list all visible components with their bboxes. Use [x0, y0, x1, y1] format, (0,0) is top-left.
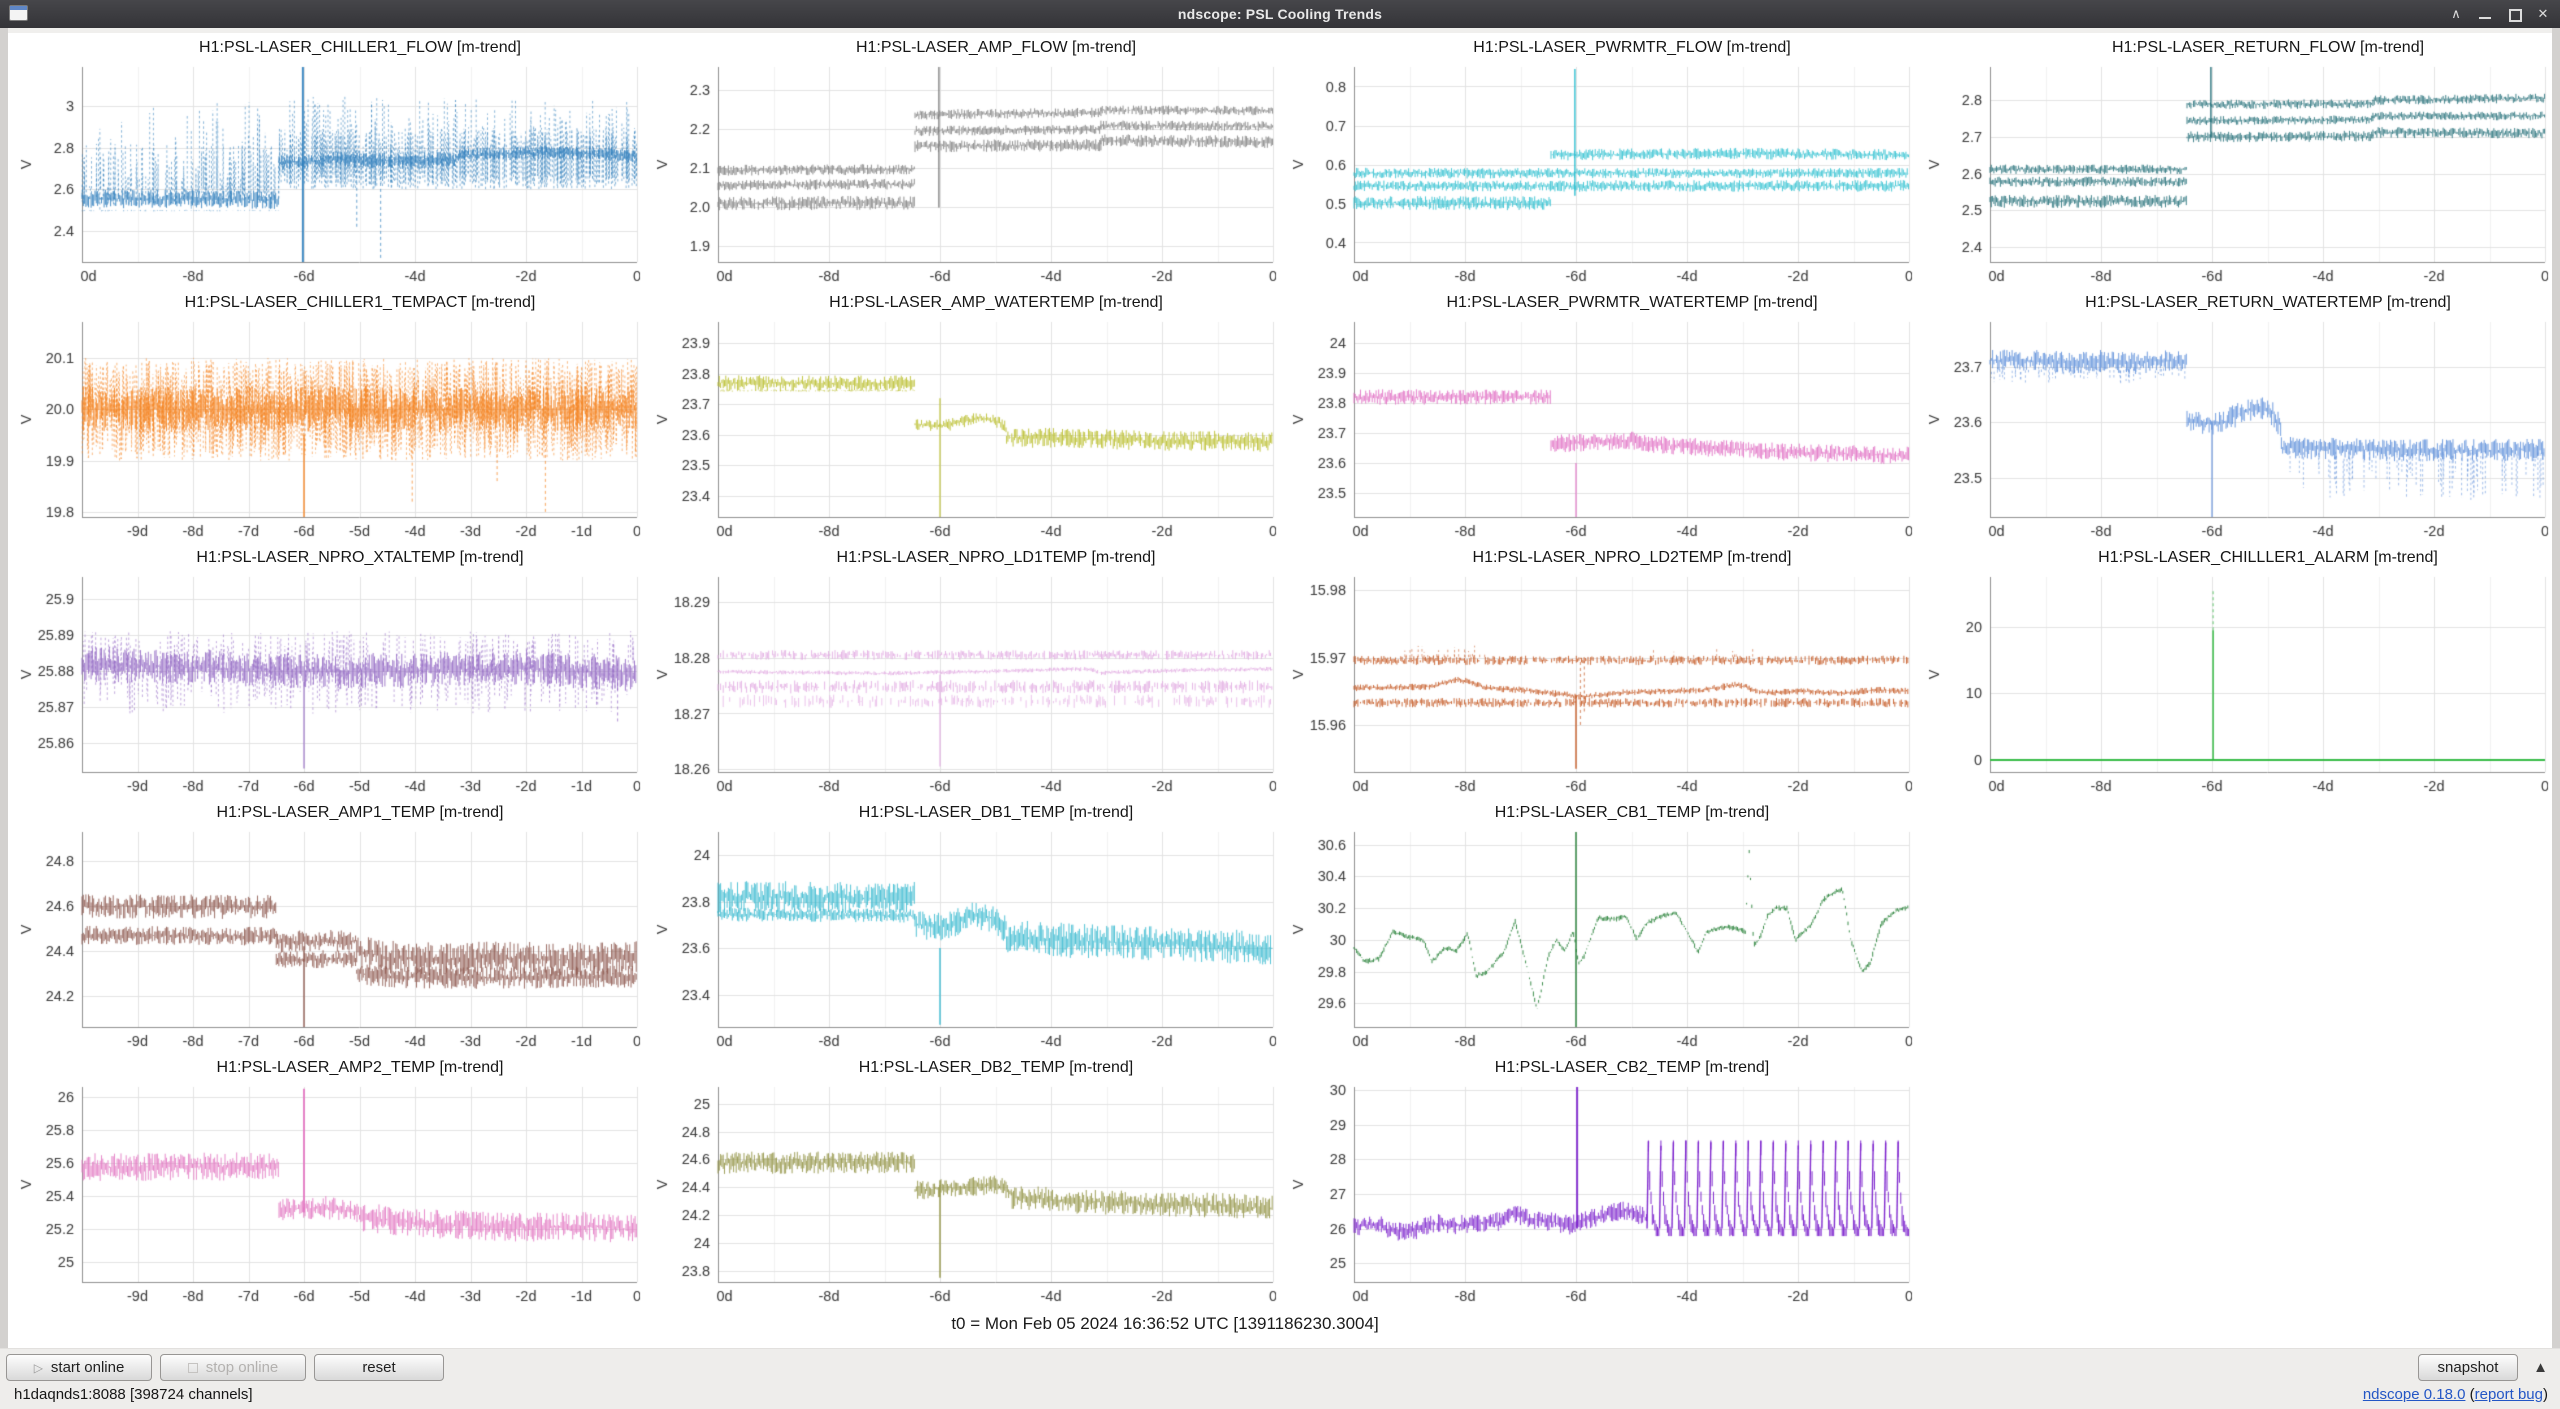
plot-canvas-db2-temp[interactable]	[644, 1053, 1280, 1308]
server-status: h1daqnds1:8088 [398724 channels]	[14, 1386, 253, 1403]
plot-cell-chiller1-alarm: H1:PSL-LASER_CHILLLER1_ALARM [m-trend]	[1916, 543, 2552, 798]
app-icon	[9, 5, 28, 21]
minimize-icon[interactable]	[2476, 5, 2494, 23]
window-right-strip	[2552, 28, 2560, 1348]
plot-canvas-return-watertemp[interactable]	[1916, 288, 2552, 543]
expand-arrow-icon[interactable]: ▲	[2533, 1359, 2548, 1376]
plot-cell-cb2-temp: H1:PSL-LASER_CB2_TEMP [m-trend]	[1280, 1053, 1916, 1308]
plot-title: H1:PSL-LASER_CB2_TEMP [m-trend]	[1494, 1059, 1770, 1076]
close-icon[interactable]: ✕	[2537, 6, 2549, 21]
plot-cell-cb1-temp: H1:PSL-LASER_CB1_TEMP [m-trend]	[1280, 798, 1916, 1053]
plot-canvas-amp2-temp[interactable]	[8, 1053, 644, 1308]
plot-canvas-npro-ld1temp[interactable]	[644, 543, 1280, 798]
plot-canvas-db1-temp[interactable]	[644, 798, 1280, 1053]
plot-canvas-amp-flow[interactable]	[644, 33, 1280, 288]
plot-title: H1:PSL-LASER_NPRO_LD1TEMP [m-trend]	[836, 549, 1156, 566]
plot-title: H1:PSL-LASER_CHILLLER1_ALARM [m-trend]	[2098, 549, 2438, 566]
plot-cell-return-flow: H1:PSL-LASER_RETURN_FLOW [m-trend]	[1916, 33, 2552, 288]
plot-title: H1:PSL-LASER_AMP2_TEMP [m-trend]	[216, 1059, 504, 1076]
version-status: ndscope 0.18.0 (report bug)	[2362, 1386, 2548, 1403]
plot-title: H1:PSL-LASER_NPRO_XTALTEMP [m-trend]	[196, 549, 524, 566]
plot-cell-chiller1-flow: H1:PSL-LASER_CHILLER1_FLOW [m-trend]	[8, 33, 644, 288]
reset-button[interactable]: reset	[314, 1354, 444, 1381]
plot-cell-amp-flow: H1:PSL-LASER_AMP_FLOW [m-trend]	[644, 33, 1280, 288]
snapshot-button[interactable]: snapshot	[2418, 1354, 2518, 1381]
plot-cell-chiller1-tempact: H1:PSL-LASER_CHILLER1_TEMPACT [m-trend]	[8, 288, 644, 543]
plot-title: H1:PSL-LASER_NPRO_LD2TEMP [m-trend]	[1472, 549, 1792, 566]
plot-canvas-pwrmtr-flow[interactable]	[1280, 33, 1916, 288]
plot-title: H1:PSL-LASER_RETURN_WATERTEMP [m-trend]	[2085, 294, 2451, 311]
maximize-icon[interactable]	[2505, 5, 2523, 23]
plot-canvas-cb2-temp[interactable]	[1280, 1053, 1916, 1308]
plot-canvas-pwrmtr-watertemp[interactable]	[1280, 288, 1916, 543]
plot-title: H1:PSL-LASER_PWRMTR_FLOW [m-trend]	[1473, 39, 1791, 56]
plot-cell-amp-watertemp: H1:PSL-LASER_AMP_WATERTEMP [m-trend]	[644, 288, 1280, 543]
plot-canvas-chiller1-alarm[interactable]	[1916, 543, 2552, 798]
plot-canvas-npro-ld2temp[interactable]	[1280, 543, 1916, 798]
plot-title: H1:PSL-LASER_CHILLER1_FLOW [m-trend]	[199, 39, 521, 56]
report-bug-link[interactable]: report bug	[2474, 1386, 2543, 1403]
plot-canvas-return-flow[interactable]	[1916, 33, 2552, 288]
plot-title: H1:PSL-LASER_CB1_TEMP [m-trend]	[1494, 804, 1770, 821]
plot-cell-amp2-temp: H1:PSL-LASER_AMP2_TEMP [m-trend]	[8, 1053, 644, 1308]
plot-cell-db2-temp: H1:PSL-LASER_DB2_TEMP [m-trend]	[644, 1053, 1280, 1308]
plot-canvas-chiller1-flow[interactable]	[8, 33, 644, 288]
version-link[interactable]: ndscope 0.18.0	[2362, 1386, 2466, 1403]
plot-cell-pwrmtr-flow: H1:PSL-LASER_PWRMTR_FLOW [m-trend]	[1280, 33, 1916, 288]
plot-canvas-amp-watertemp[interactable]	[644, 288, 1280, 543]
plot-title: H1:PSL-LASER_CHILLER1_TEMPACT [m-trend]	[184, 294, 536, 311]
plot-cell-npro-xtaltemp: H1:PSL-LASER_NPRO_XTALTEMP [m-trend]	[8, 543, 644, 798]
t0-label: t0 = Mon Feb 05 2024 16:36:52 UTC [13911…	[951, 1314, 1379, 1333]
window-top-strip	[0, 28, 2560, 33]
stop-icon	[187, 1362, 198, 1373]
plot-cell-db1-temp: H1:PSL-LASER_DB1_TEMP [m-trend]	[644, 798, 1280, 1053]
plot-title: H1:PSL-LASER_DB2_TEMP [m-trend]	[858, 1059, 1134, 1076]
plot-title: H1:PSL-LASER_RETURN_FLOW [m-trend]	[2111, 39, 2425, 56]
plot-canvas-cb1-temp[interactable]	[1280, 798, 1916, 1053]
window-left-strip	[0, 28, 8, 1348]
play-icon: ▷	[33, 1360, 43, 1375]
plot-canvas-chiller1-tempact[interactable]	[8, 288, 644, 543]
plot-cell-npro-ld2temp: H1:PSL-LASER_NPRO_LD2TEMP [m-trend]	[1280, 543, 1916, 798]
plot-canvas-amp1-temp[interactable]	[8, 798, 644, 1053]
plot-canvas-npro-xtaltemp[interactable]	[8, 543, 644, 798]
plot-cell-amp1-temp: H1:PSL-LASER_AMP1_TEMP [m-trend]	[8, 798, 644, 1053]
plot-title: H1:PSL-LASER_AMP_FLOW [m-trend]	[855, 39, 1137, 56]
bottom-panel: ▷ start online stop online reset snapsho…	[0, 1348, 2560, 1409]
window-title: ndscope: PSL Cooling Trends	[1177, 6, 1383, 22]
plot-title: H1:PSL-LASER_PWRMTR_WATERTEMP [m-trend]	[1446, 294, 1818, 311]
start-online-button[interactable]: ▷ start online	[6, 1354, 152, 1381]
plot-title: H1:PSL-LASER_DB1_TEMP [m-trend]	[858, 804, 1134, 821]
plot-grid: H1:PSL-LASER_CHILLER1_FLOW [m-trend] H1:…	[0, 28, 2560, 1348]
plot-cell-return-watertemp: H1:PSL-LASER_RETURN_WATERTEMP [m-trend]	[1916, 288, 2552, 543]
shade-icon[interactable]: ∧	[2451, 6, 2461, 21]
plot-cell-pwrmtr-watertemp: H1:PSL-LASER_PWRMTR_WATERTEMP [m-trend]	[1280, 288, 1916, 543]
plot-title: H1:PSL-LASER_AMP1_TEMP [m-trend]	[216, 804, 504, 821]
stop-online-button[interactable]: stop online	[160, 1354, 306, 1381]
titlebar[interactable]: ndscope: PSL Cooling Trends ∧ ✕	[0, 0, 2560, 28]
plot-title: H1:PSL-LASER_AMP_WATERTEMP [m-trend]	[829, 294, 1163, 311]
plot-cell-npro-ld1temp: H1:PSL-LASER_NPRO_LD1TEMP [m-trend]	[644, 543, 1280, 798]
